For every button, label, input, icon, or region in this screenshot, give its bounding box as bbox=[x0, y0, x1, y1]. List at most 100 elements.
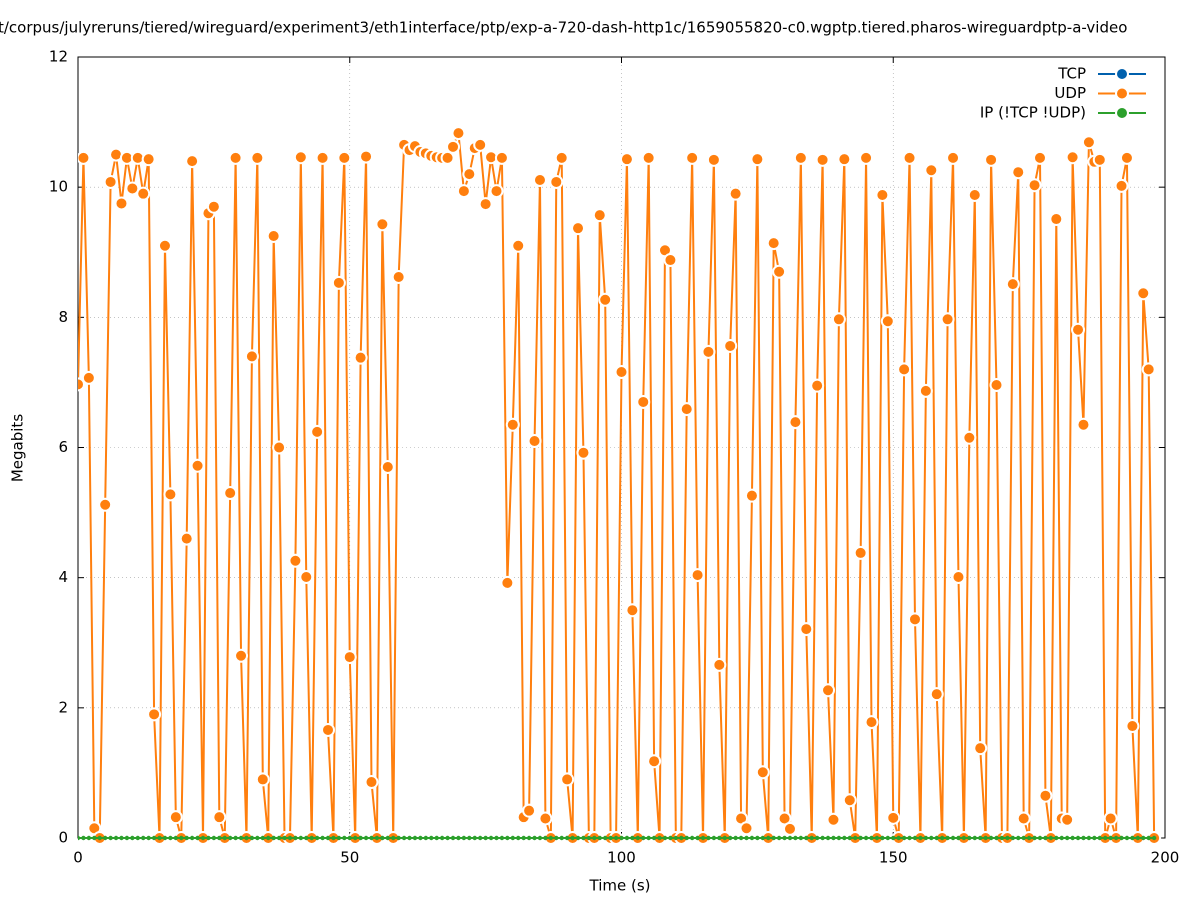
data-point bbox=[125, 181, 140, 196]
data-point bbox=[1065, 150, 1080, 165]
data-point bbox=[494, 150, 509, 165]
data-point bbox=[1032, 835, 1037, 841]
data-point bbox=[185, 154, 200, 169]
data-point bbox=[163, 487, 178, 502]
data-point bbox=[1048, 835, 1054, 841]
data-point bbox=[407, 835, 412, 841]
data-point bbox=[299, 570, 314, 585]
data-point bbox=[918, 383, 933, 398]
data-point bbox=[923, 835, 929, 841]
data-point bbox=[592, 835, 597, 841]
data-point bbox=[445, 835, 450, 841]
data-point bbox=[1081, 135, 1096, 150]
data-point bbox=[212, 810, 227, 825]
data-point bbox=[293, 835, 298, 841]
x-tick-label: 200 bbox=[1151, 849, 1180, 867]
data-point bbox=[907, 612, 922, 627]
data-point bbox=[391, 835, 396, 841]
data-point bbox=[206, 835, 211, 841]
data-point bbox=[189, 835, 195, 841]
data-point bbox=[374, 835, 380, 841]
data-point bbox=[771, 835, 776, 841]
data-point bbox=[1049, 212, 1064, 227]
data-point bbox=[1103, 811, 1118, 826]
data-point bbox=[749, 835, 755, 841]
data-point bbox=[1151, 835, 1157, 841]
data-point bbox=[831, 835, 836, 841]
data-point bbox=[451, 126, 466, 141]
data-point bbox=[1113, 835, 1119, 841]
data-point bbox=[337, 150, 352, 165]
data-point bbox=[287, 835, 293, 841]
data-point bbox=[103, 174, 118, 189]
data-point bbox=[537, 835, 543, 841]
data-point bbox=[635, 835, 641, 841]
data-point bbox=[434, 835, 439, 841]
data-point bbox=[179, 835, 184, 841]
data-point bbox=[934, 835, 939, 841]
data-point bbox=[907, 835, 912, 841]
data-point bbox=[598, 292, 613, 307]
data-point bbox=[984, 152, 999, 167]
x-tick-label: 50 bbox=[340, 849, 359, 867]
data-point bbox=[929, 835, 934, 841]
data-point bbox=[972, 835, 977, 841]
data-point bbox=[1081, 835, 1086, 841]
data-point bbox=[581, 835, 586, 841]
data-point bbox=[559, 835, 564, 841]
data-point bbox=[896, 835, 901, 841]
data-point bbox=[446, 139, 461, 154]
data-point bbox=[477, 835, 483, 841]
data-point bbox=[766, 236, 781, 251]
data-point bbox=[527, 433, 542, 448]
data-point bbox=[1119, 150, 1134, 165]
data-point bbox=[532, 173, 547, 188]
legend-label: UDP bbox=[1054, 84, 1086, 102]
data-point bbox=[288, 553, 303, 568]
y-tick-label: 0 bbox=[58, 829, 68, 847]
data-point bbox=[951, 570, 966, 585]
y-tick-label: 6 bbox=[58, 438, 68, 456]
data-point bbox=[81, 370, 96, 385]
legend-swatch bbox=[1115, 106, 1129, 120]
data-point bbox=[679, 402, 694, 417]
data-point bbox=[1005, 277, 1020, 292]
data-point bbox=[234, 648, 249, 663]
data-point bbox=[864, 715, 879, 730]
data-point bbox=[472, 835, 477, 841]
data-point bbox=[244, 835, 249, 841]
data-point bbox=[168, 810, 183, 825]
data-point bbox=[1016, 811, 1031, 826]
data-point bbox=[439, 835, 445, 841]
data-point bbox=[1097, 835, 1102, 841]
data-point bbox=[526, 835, 532, 841]
data-point bbox=[314, 835, 320, 841]
data-point bbox=[282, 835, 287, 841]
data-point bbox=[146, 835, 151, 841]
data-point bbox=[863, 835, 869, 841]
data-point bbox=[608, 835, 613, 841]
data-point bbox=[554, 150, 569, 165]
data-point bbox=[662, 835, 668, 841]
data-point bbox=[625, 603, 640, 618]
data-point bbox=[722, 835, 727, 841]
data-point bbox=[711, 835, 717, 841]
data-point bbox=[685, 150, 700, 165]
data-point bbox=[1054, 835, 1059, 841]
data-point bbox=[516, 835, 521, 841]
data-point bbox=[614, 365, 629, 380]
data-point bbox=[755, 765, 770, 780]
data-point bbox=[522, 803, 537, 818]
data-point bbox=[151, 835, 157, 841]
data-point bbox=[478, 197, 493, 212]
data-point bbox=[336, 835, 342, 841]
data-point bbox=[228, 150, 243, 165]
x-tick-label: 0 bbox=[73, 849, 83, 867]
data-point bbox=[78, 835, 81, 841]
data-point bbox=[875, 187, 890, 202]
data-point bbox=[113, 835, 119, 841]
data-point bbox=[891, 835, 896, 841]
data-point bbox=[412, 835, 418, 841]
y-tick-label: 2 bbox=[58, 698, 68, 716]
